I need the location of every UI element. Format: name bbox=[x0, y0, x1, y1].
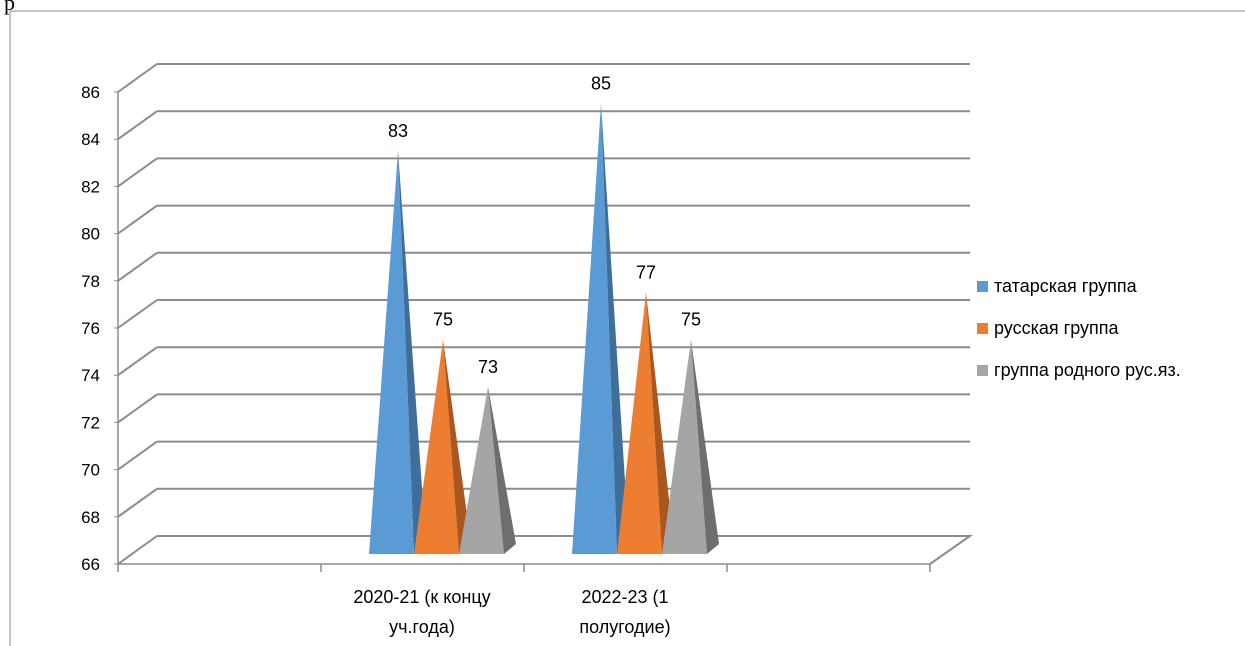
y-tick-label-84: 84 bbox=[81, 130, 100, 149]
legend-label-2: группа родного рус.яз. bbox=[994, 360, 1181, 380]
pyramid-side-0-0 bbox=[398, 150, 426, 555]
x-category-label-1-0: 2022-23 (1 bbox=[581, 587, 668, 607]
pyramid-front-1-0 bbox=[414, 339, 459, 554]
data-label-2-1: 75 bbox=[681, 310, 701, 330]
y-tick-label-70: 70 bbox=[81, 461, 100, 480]
pyramid-front-1-1 bbox=[617, 292, 662, 554]
gridline-side-82 bbox=[117, 157, 158, 188]
y-tick-label-80: 80 bbox=[81, 225, 100, 244]
y-tick-label-72: 72 bbox=[81, 413, 100, 432]
gridline-side-76 bbox=[117, 299, 158, 329]
data-labels: 83 85 75 77 73 75 bbox=[388, 74, 701, 377]
data-label-1-1: 77 bbox=[636, 262, 656, 282]
bars bbox=[369, 103, 719, 555]
gridline-side-66 bbox=[117, 535, 158, 565]
axes: 66 68 70 72 74 76 78 80 82 84 86 2020-21 (к концу уч… bbox=[81, 83, 931, 637]
pyramid-side-1-1 bbox=[646, 292, 674, 554]
y-tick-label-78: 78 bbox=[81, 272, 100, 291]
legend-label-0: татарская группа bbox=[994, 276, 1138, 296]
pyramid-side-2-1 bbox=[691, 339, 719, 554]
gridline-side-70 bbox=[117, 440, 158, 471]
x-category-label-0-0: 2020-21 (к концу bbox=[353, 587, 490, 607]
pyramid-front-2-0 bbox=[459, 386, 504, 554]
gridlines bbox=[117, 63, 974, 565]
legend-swatch-1 bbox=[977, 323, 988, 334]
data-label-0-0: 83 bbox=[388, 121, 408, 141]
pyramid-front-0-0 bbox=[369, 150, 414, 555]
gridline-side-68 bbox=[117, 487, 158, 518]
pyramid-side-0-1 bbox=[601, 103, 629, 554]
floor-edge bbox=[157, 535, 974, 565]
data-label-0-1: 85 bbox=[591, 74, 611, 94]
gridline-side-78 bbox=[117, 251, 158, 282]
pyramid-side-2-0 bbox=[488, 386, 516, 554]
x-category-label-0-1: уч.года) bbox=[389, 617, 455, 637]
pyramid-front-2-1 bbox=[662, 339, 707, 554]
x-category-label-1-1: полугодие) bbox=[579, 617, 670, 637]
y-tick-label-74: 74 bbox=[81, 366, 100, 385]
header-fragment: р bbox=[4, 0, 15, 15]
y-tick-label-66: 66 bbox=[81, 555, 100, 574]
legend-label-1: русская группа bbox=[994, 318, 1120, 338]
gridline-side-84 bbox=[117, 110, 158, 141]
gridline-side-74 bbox=[117, 346, 158, 377]
pyramid-front-0-1 bbox=[572, 103, 617, 554]
y-tick-label-82: 82 bbox=[81, 177, 100, 196]
gridline-side-72 bbox=[117, 393, 158, 424]
legend-swatch-0 bbox=[977, 281, 988, 292]
gridline-side-86 bbox=[117, 63, 158, 93]
data-label-2-0: 73 bbox=[478, 357, 498, 377]
legend-swatch-2 bbox=[977, 365, 988, 376]
legend: татарская группа русская группа группа род… bbox=[977, 276, 1181, 380]
gridline-side-80 bbox=[117, 204, 158, 235]
data-label-1-0: 75 bbox=[433, 310, 453, 330]
y-tick-label-76: 76 bbox=[81, 319, 100, 338]
y-tick-label-86: 86 bbox=[81, 83, 100, 102]
y-tick-label-68: 68 bbox=[81, 508, 100, 527]
pyramid-side-1-0 bbox=[443, 339, 471, 554]
